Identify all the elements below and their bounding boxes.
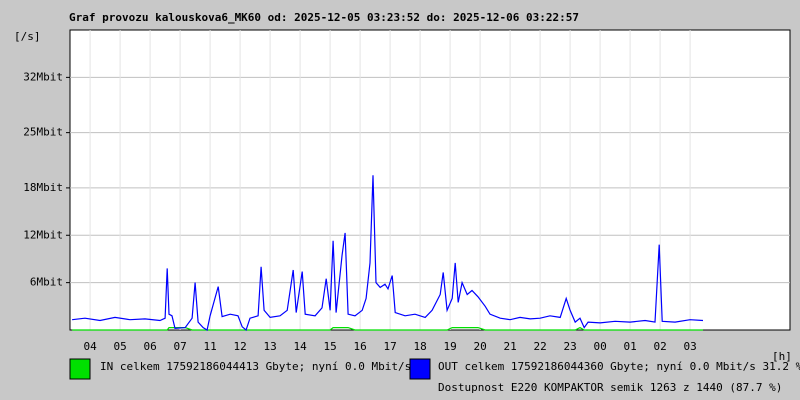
x-tick-label: 00 xyxy=(593,340,606,353)
legend-swatch xyxy=(409,358,431,380)
x-tick-label: 01 xyxy=(623,340,636,353)
x-tick-label: 04 xyxy=(83,340,97,353)
x-tick-label: 14 xyxy=(293,340,307,353)
x-tick-label: 02 xyxy=(653,340,666,353)
series-line xyxy=(72,326,703,331)
y-tick-label: 12Mbit xyxy=(23,228,63,241)
y-tick-label: 18Mbit xyxy=(23,181,63,194)
x-tick-label: 12 xyxy=(233,340,246,353)
x-tick-label: 16 xyxy=(353,340,366,353)
x-tick-label: 18 xyxy=(413,340,426,353)
x-tick-label: 20 xyxy=(473,340,486,353)
x-tick-label: 23 xyxy=(563,340,576,353)
x-tick-label: 19 xyxy=(443,340,456,353)
x-tick-label: 05 xyxy=(113,340,126,353)
y-axis-label: [/s] xyxy=(14,30,41,43)
availability-note: Dostupnost E220 KOMPAKTOR semik 1263 z 1… xyxy=(438,381,782,394)
x-tick-label: 22 xyxy=(533,340,546,353)
plot-area xyxy=(69,29,791,331)
x-tick-label: 21 xyxy=(503,340,516,353)
legend-label: OUT celkem 17592186044360 Gbyte; nyní 0.… xyxy=(438,360,800,373)
x-tick-label: 03 xyxy=(683,340,696,353)
y-tick-label: 6Mbit xyxy=(30,276,63,289)
x-tick-label: 06 xyxy=(143,340,156,353)
legend-swatch xyxy=(69,358,91,380)
x-axis-label: [h] xyxy=(772,350,792,363)
y-tick-label: 25Mbit xyxy=(23,126,63,139)
x-tick-label: 17 xyxy=(383,340,396,353)
legend-label: IN celkem 17592186044413 Gbyte; nyní 0.0… xyxy=(100,360,431,373)
x-tick-label: 07 xyxy=(173,340,186,353)
x-tick-label: 11 xyxy=(203,340,216,353)
x-tick-label: 13 xyxy=(263,340,276,353)
x-tick-label: 15 xyxy=(323,340,336,353)
series-line xyxy=(72,175,704,332)
chart-title: Graf provozu kalouskova6_MK60 od: 2025-1… xyxy=(69,11,579,24)
y-tick-label: 32Mbit xyxy=(23,70,63,83)
